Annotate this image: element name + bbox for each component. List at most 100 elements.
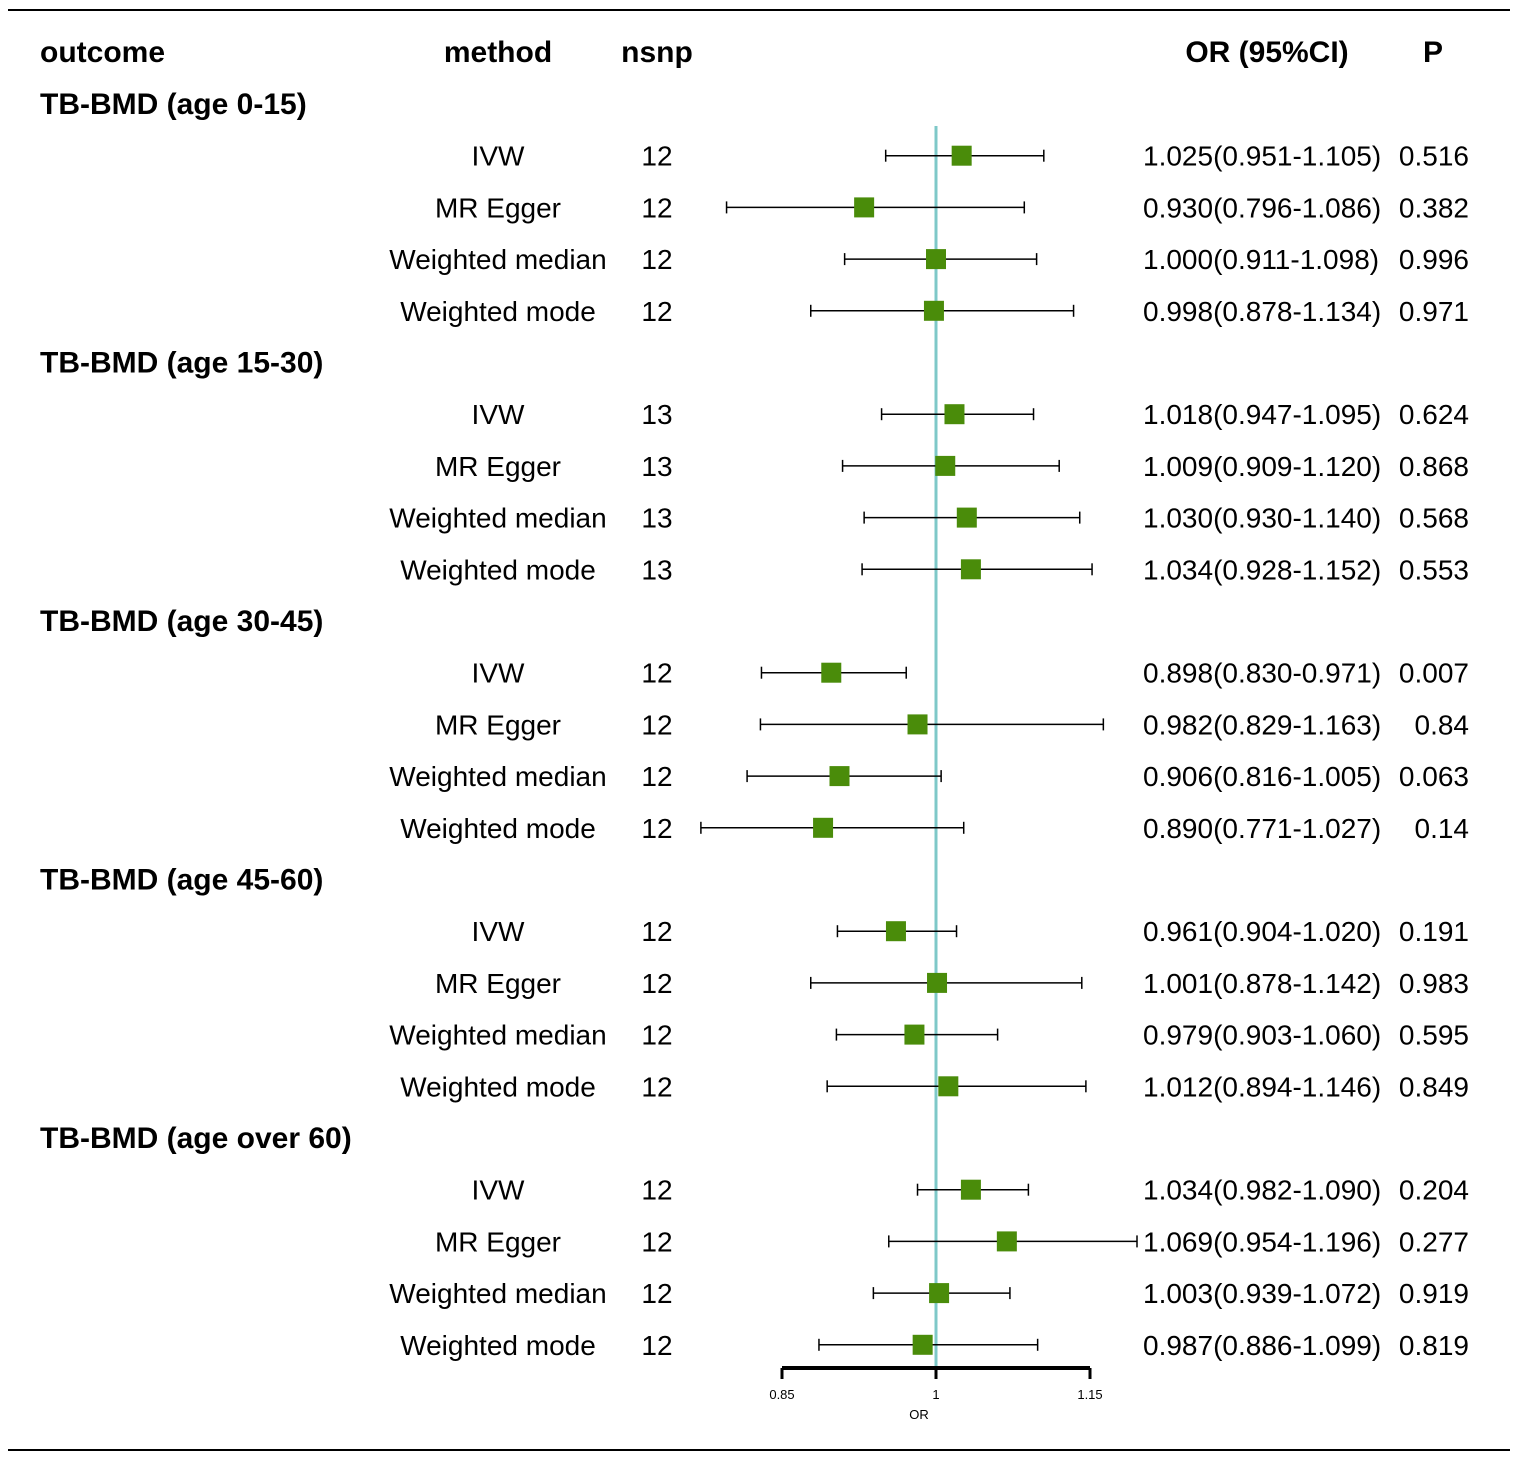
p-value-cell: 0.063 [1399,761,1469,792]
nsnp-cell: 12 [641,1278,672,1309]
or-ci-cell: 0.979(0.903-1.060) [1143,1020,1381,1051]
header-nsnp: nsnp [621,36,693,69]
nsnp-cell: 12 [641,296,672,327]
or-point-box [813,817,834,838]
p-value-cell: 0.971 [1399,296,1469,327]
p-value-cell: 0.204 [1399,1175,1469,1206]
or-point-box [956,507,977,528]
header-outcome: outcome [40,36,165,69]
method-cell: Weighted mode [400,813,596,844]
method-cell: MR Egger [435,968,561,999]
group-title: TB-BMD (age over 60) [40,1122,352,1155]
nsnp-cell: 12 [641,968,672,999]
nsnp-cell: 12 [641,244,672,275]
p-value-cell: 0.919 [1399,1278,1469,1309]
forest-rows: TB-BMD (age 0-15) IVW 12 1.025(0.951-1.105)… [40,88,1469,1361]
nsnp-cell: 12 [641,709,672,740]
or-point-box [960,559,981,580]
nsnp-cell: 13 [641,451,672,482]
p-value-cell: 0.84 [1415,709,1470,740]
group-title: TB-BMD (age 45-60) [40,864,323,897]
or-ci-cell: 1.003(0.939-1.072) [1143,1278,1381,1309]
or-ci-cell: 1.030(0.930-1.140) [1143,503,1381,534]
or-ci-cell: 0.906(0.816-1.005) [1143,761,1381,792]
method-cell: IVW [472,399,525,430]
or-point-box [907,714,928,735]
or-ci-cell: 1.034(0.982-1.090) [1143,1175,1381,1206]
or-point-box [944,404,965,425]
or-ci-cell: 0.998(0.878-1.134) [1143,296,1381,327]
or-ci-cell: 0.890(0.771-1.027) [1143,813,1381,844]
or-ci-cell: 0.982(0.829-1.163) [1143,709,1381,740]
or-point-box [821,662,842,683]
p-value-cell: 0.849 [1399,1071,1469,1102]
or-ci-cell: 1.001(0.878-1.142) [1143,968,1381,999]
p-value-cell: 0.382 [1399,192,1469,223]
nsnp-cell: 12 [641,1071,672,1102]
or-point-box [923,300,944,321]
or-point-box [996,1231,1017,1252]
p-value-cell: 0.007 [1399,658,1469,689]
method-cell: Weighted median [389,503,606,534]
method-cell: Weighted mode [400,1071,596,1102]
method-cell: MR Egger [435,709,561,740]
p-value-cell: 0.14 [1415,813,1470,844]
method-cell: Weighted mode [400,296,596,327]
nsnp-cell: 12 [641,1175,672,1206]
nsnp-cell: 12 [641,1226,672,1257]
x-axis: 0.85 1 1.15 OR [769,1366,1103,1422]
method-cell: IVW [472,658,525,689]
or-point-box [938,1076,959,1097]
or-ci-cell: 0.987(0.886-1.099) [1143,1330,1381,1361]
or-ci-cell: 0.930(0.796-1.086) [1143,192,1381,223]
x-tick-label: 0.85 [769,1387,794,1402]
or-ci-cell: 0.961(0.904-1.020) [1143,916,1381,947]
p-value-cell: 0.624 [1399,399,1469,430]
nsnp-cell: 13 [641,503,672,534]
x-axis-ticks: 0.85 1 1.15 [769,1368,1103,1402]
or-point-box [829,766,850,787]
header-p: P [1423,36,1443,69]
p-value-cell: 0.191 [1399,916,1469,947]
method-cell: MR Egger [435,451,561,482]
x-axis-label: OR [909,1407,929,1422]
nsnp-cell: 13 [641,554,672,585]
or-point-box [951,145,972,166]
method-cell: Weighted mode [400,1330,596,1361]
nsnp-cell: 12 [641,1330,672,1361]
header-or-ci: OR (95%CI) [1185,36,1348,69]
group-title: TB-BMD (age 30-45) [40,605,323,638]
p-value-cell: 0.868 [1399,451,1469,482]
nsnp-cell: 13 [641,399,672,430]
method-cell: IVW [472,141,525,172]
or-point-box [854,197,875,218]
method-cell: Weighted median [389,1278,606,1309]
p-value-cell: 0.595 [1399,1020,1469,1051]
x-tick-label: 1.15 [1077,1387,1102,1402]
p-value-cell: 0.277 [1399,1226,1469,1257]
or-ci-cell: 0.898(0.830-0.971) [1143,658,1381,689]
or-point-box [904,1024,925,1045]
header-method: method [444,36,552,69]
or-ci-cell: 1.009(0.909-1.120) [1143,451,1381,482]
or-point-box [912,1334,933,1355]
p-value-cell: 0.996 [1399,244,1469,275]
nsnp-cell: 12 [641,658,672,689]
group-title: TB-BMD (age 0-15) [40,88,307,121]
method-cell: Weighted median [389,761,606,792]
method-cell: MR Egger [435,1226,561,1257]
method-cell: IVW [472,1175,525,1206]
nsnp-cell: 12 [641,192,672,223]
p-value-cell: 0.568 [1399,503,1469,534]
or-ci-cell: 1.025(0.951-1.105) [1143,141,1381,172]
method-cell: Weighted median [389,244,606,275]
or-ci-cell: 1.069(0.954-1.196) [1143,1226,1381,1257]
x-tick-label: 1 [932,1387,939,1402]
or-point-box [929,1283,950,1304]
group-title: TB-BMD (age 15-30) [40,347,323,380]
or-point-box [935,455,956,476]
or-point-box [885,921,906,942]
or-ci-cell: 1.018(0.947-1.095) [1143,399,1381,430]
or-ci-cell: 1.000(0.911-1.098) [1143,244,1379,275]
